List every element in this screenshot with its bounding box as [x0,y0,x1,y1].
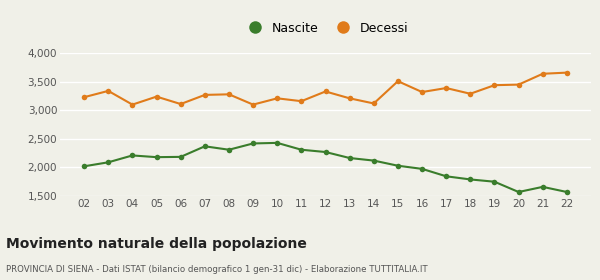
Text: PROVINCIA DI SIENA - Dati ISTAT (bilancio demografico 1 gen-31 dic) - Elaborazio: PROVINCIA DI SIENA - Dati ISTAT (bilanci… [6,265,428,274]
Text: Movimento naturale della popolazione: Movimento naturale della popolazione [6,237,307,251]
Legend: Nascite, Decessi: Nascite, Decessi [238,17,413,39]
